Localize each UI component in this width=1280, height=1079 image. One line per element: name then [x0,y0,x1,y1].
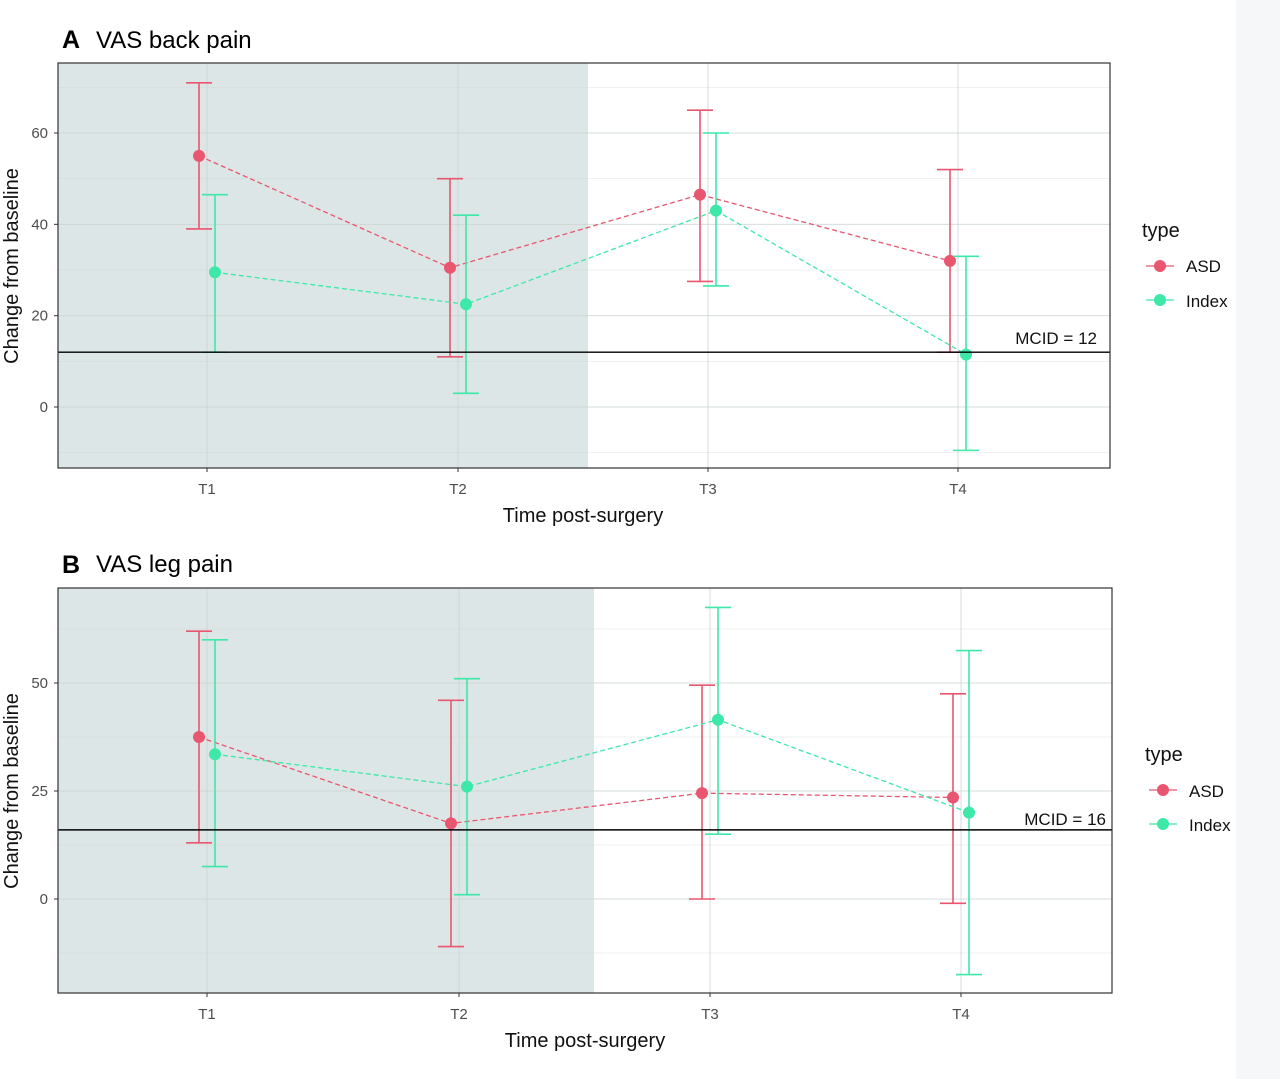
panel-b-asd-point [193,731,205,743]
panel-b-x-axis-title: Time post-surgery [505,1030,665,1052]
panel-a-asd-line [198,155,951,269]
panel-b-y-tick-label: 50 [31,675,48,692]
panel-b-legend-title: type [1145,744,1183,766]
panel-a-index-point [960,348,972,361]
panel-b-y-tick-label: 0 [40,891,48,908]
panel-a-x-tick-label: T2 [449,481,467,498]
panel-a-y-tick-label: 60 [31,125,48,142]
panel-b-x-tick-label: T2 [450,1006,468,1023]
panel-a-tag: A [62,26,80,54]
panel-a-plot: 0 20 40 60 T1 T2 T3 T4 MCID = 12 [31,62,1111,498]
panel-a-index-point [460,298,472,311]
panel-b-tag: B [62,551,80,579]
panel-a-x-tick-label: T1 [198,481,216,498]
panel-a-x-axis-title: Time post-surgery [503,505,663,527]
panel-b-panel-border [57,587,1113,994]
panel-a-index-point [710,204,722,217]
panel-a-asd-point [193,149,205,162]
panel-a-x-tick-label: T3 [699,481,717,498]
page-margin-strip [1236,0,1280,1079]
panel-a-asd-point [444,261,456,274]
panel-b-y-tick-label: 25 [31,783,48,800]
panel-a-legend-asd-label: ASD [1186,257,1221,276]
panel-a-legend-index-marker [1154,294,1166,306]
panel-b-y-axis-title: Change from baseline [1,693,23,889]
panel-b-legend-index-marker [1157,818,1169,830]
panel-a-shaded-region [58,63,588,468]
panel-b-index-point [963,806,975,819]
panel-b-index-point [461,780,473,793]
panel-b-x-tick-label: T1 [198,1006,216,1023]
panel-b-asd-point [696,787,708,800]
panel-b-asd-point [445,817,457,830]
panel-b-legend-asd-label: ASD [1189,782,1224,801]
panel-b-mcid-label: MCID = 16 [1024,810,1106,829]
panel-a-y-axis-title: Change from baseline [1,168,23,364]
panel-a-asd-point [694,188,706,201]
panel-a-title: VAS back pain [96,27,252,54]
panel-b-index-point [209,748,221,761]
panel-b-legend: type ASD Index [1145,744,1231,835]
panel-a-legend-index-label: Index [1186,292,1228,311]
panel-a-asd-point [944,254,956,267]
panel-a-index-point [209,266,221,279]
panel-b-title: VAS leg pain [96,551,233,578]
panel-b-legend-index-label: Index [1189,816,1231,835]
panel-b-plot: 0 25 50 T1 T2 T3 T4 MCID = 16 [31,587,1113,1023]
panel-a-x-tick-label: T4 [949,481,967,498]
panel-b-asd-point [947,791,959,804]
panel-b-legend-asd-marker [1157,784,1169,796]
panel-b-asd-line [198,736,954,825]
panel-b-x-tick-label: T4 [952,1006,970,1023]
panel-a-mcid-label: MCID = 12 [1015,329,1097,348]
panel-a-index-line [214,209,967,356]
panel-a-panel-border [57,62,1111,469]
panel-a-legend: type ASD Index [1142,220,1228,311]
panel-a-legend-asd-marker [1154,260,1166,272]
panel-a-y-tick-label: 0 [40,399,48,416]
panel-a-legend-title: type [1142,220,1180,242]
panel-a-y-tick-label: 20 [31,308,48,325]
panel-a-y-tick-label: 40 [31,216,48,233]
panel-b-x-tick-label: T3 [701,1006,719,1023]
panel-b-index-point [712,713,724,726]
